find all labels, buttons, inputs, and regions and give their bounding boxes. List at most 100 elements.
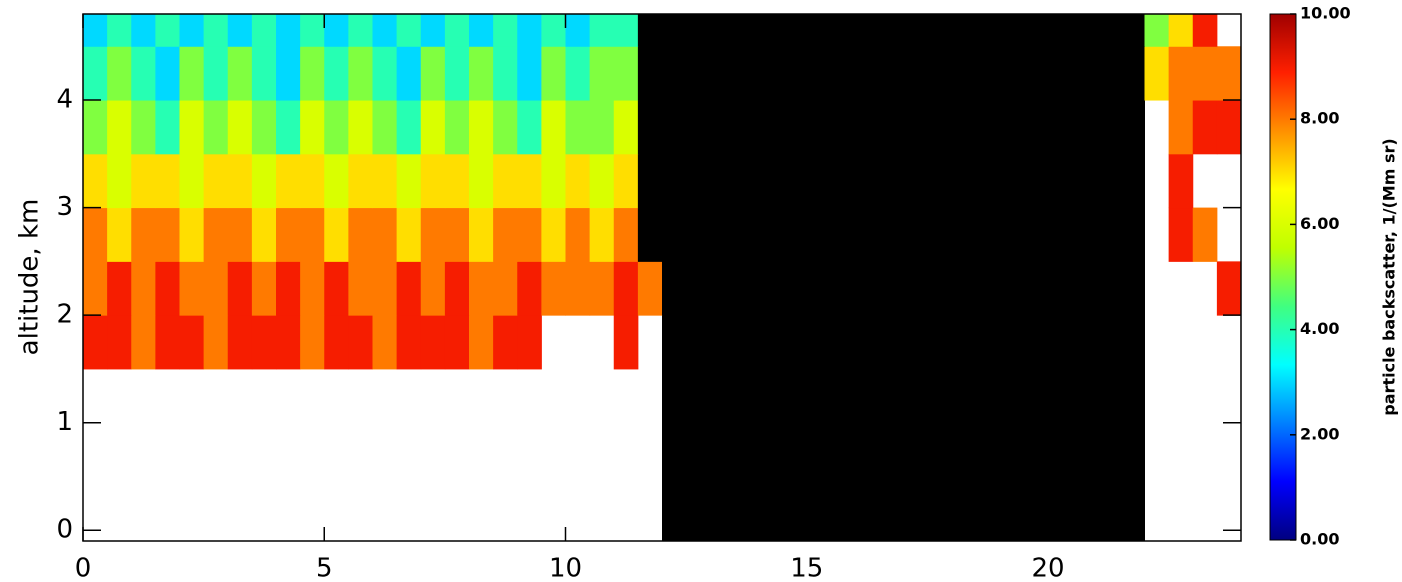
cell bbox=[1096, 46, 1121, 101]
cell bbox=[251, 100, 277, 155]
cell bbox=[1023, 422, 1049, 477]
cell bbox=[227, 153, 253, 209]
cell bbox=[493, 153, 518, 209]
cell bbox=[613, 100, 639, 155]
cell bbox=[1144, 14, 1170, 47]
cell bbox=[517, 46, 542, 101]
cell bbox=[1120, 100, 1145, 155]
cell bbox=[975, 207, 1001, 262]
colorbar-tick-label: 4.00 bbox=[1300, 319, 1339, 338]
cell bbox=[1192, 46, 1218, 101]
cell bbox=[758, 476, 784, 542]
cell bbox=[565, 153, 591, 209]
cell bbox=[107, 261, 132, 316]
cell bbox=[1072, 261, 1097, 316]
cell bbox=[1120, 46, 1145, 101]
cell bbox=[879, 14, 904, 47]
cell bbox=[879, 261, 904, 316]
cell bbox=[493, 14, 518, 47]
cell bbox=[469, 261, 494, 316]
cell bbox=[131, 153, 156, 209]
cell bbox=[758, 368, 784, 424]
cell bbox=[420, 315, 446, 370]
cell bbox=[951, 14, 977, 47]
cell bbox=[975, 368, 1001, 424]
cell bbox=[662, 368, 687, 424]
cell bbox=[227, 261, 253, 316]
cell bbox=[686, 14, 711, 47]
cell bbox=[927, 368, 952, 424]
cell bbox=[1096, 315, 1121, 370]
cell bbox=[131, 100, 156, 155]
cell bbox=[1048, 14, 1073, 47]
cell bbox=[493, 46, 518, 101]
cell bbox=[300, 207, 325, 262]
cell bbox=[999, 153, 1025, 209]
cell bbox=[589, 207, 615, 262]
cell bbox=[348, 46, 373, 101]
cell bbox=[493, 261, 518, 316]
cell bbox=[975, 476, 1001, 542]
cell bbox=[372, 315, 398, 370]
cell bbox=[903, 100, 928, 155]
y-tick-label: 4 bbox=[56, 85, 73, 115]
x-tick-label: 10 bbox=[549, 554, 582, 582]
cell bbox=[420, 46, 446, 101]
cell bbox=[855, 14, 880, 47]
cell bbox=[1072, 46, 1097, 101]
cell bbox=[396, 261, 422, 316]
cell bbox=[903, 315, 928, 370]
cell bbox=[662, 315, 687, 370]
cell bbox=[179, 207, 205, 262]
cell bbox=[324, 207, 349, 262]
cell bbox=[903, 368, 928, 424]
cell bbox=[1048, 315, 1073, 370]
cell bbox=[662, 100, 687, 155]
cell bbox=[83, 261, 108, 316]
cell bbox=[444, 100, 470, 155]
cell bbox=[1120, 261, 1145, 316]
cell bbox=[662, 207, 687, 262]
y-tick-label: 3 bbox=[56, 192, 73, 222]
cell bbox=[131, 46, 156, 101]
cell bbox=[662, 14, 687, 47]
cell bbox=[855, 207, 880, 262]
cell bbox=[879, 153, 904, 209]
cell bbox=[782, 476, 808, 542]
cell bbox=[1216, 100, 1242, 155]
cell bbox=[855, 368, 880, 424]
plot-frame bbox=[82, 13, 1242, 542]
cell bbox=[1144, 46, 1170, 101]
cell bbox=[493, 207, 518, 262]
cell bbox=[758, 100, 784, 155]
cell bbox=[1096, 153, 1121, 209]
cell bbox=[806, 14, 832, 47]
cell bbox=[324, 14, 349, 47]
cell bbox=[251, 14, 277, 47]
cell bbox=[855, 46, 880, 101]
cell bbox=[300, 261, 325, 316]
cell bbox=[927, 100, 952, 155]
cell bbox=[806, 207, 832, 262]
cell bbox=[372, 207, 398, 262]
cell bbox=[565, 261, 591, 316]
cell bbox=[951, 207, 977, 262]
cell bbox=[83, 14, 108, 47]
cell bbox=[1096, 14, 1121, 47]
colorbar-tick-label: 2.00 bbox=[1300, 424, 1339, 443]
cell bbox=[1048, 46, 1073, 101]
cell bbox=[927, 422, 952, 477]
cell bbox=[903, 422, 928, 477]
cell bbox=[782, 46, 808, 101]
cell bbox=[879, 315, 904, 370]
x-tick-label: 20 bbox=[1031, 554, 1064, 582]
cell bbox=[855, 422, 880, 477]
cell bbox=[1048, 207, 1073, 262]
cell bbox=[1096, 207, 1121, 262]
cell bbox=[589, 14, 615, 47]
cell bbox=[806, 46, 832, 101]
cell bbox=[951, 368, 977, 424]
cell bbox=[686, 46, 711, 101]
cell bbox=[855, 476, 880, 542]
